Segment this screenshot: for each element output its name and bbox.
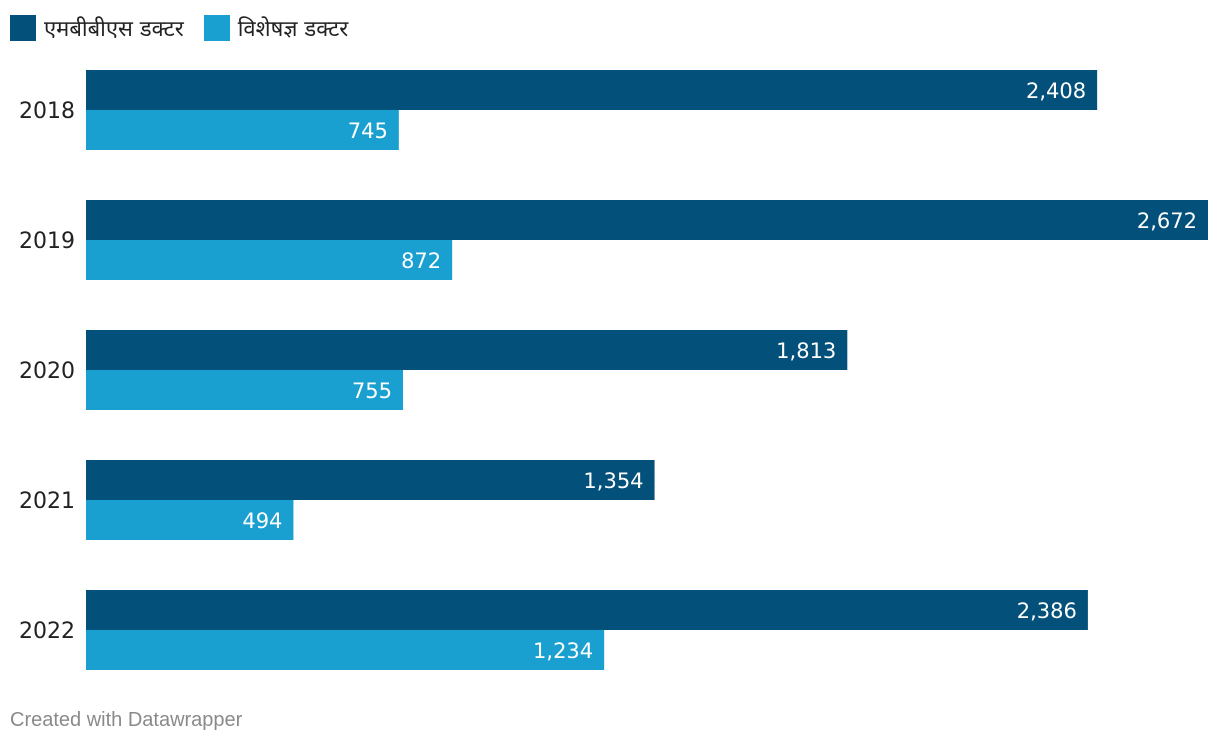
bar-mbbs-2018 xyxy=(86,70,1098,110)
legend-label-mbbs: एमबीबीएस डक्टर xyxy=(44,17,184,42)
legend-label-specialist: विशेषज्ञ डक्टर xyxy=(237,17,349,42)
category-label: 2020 xyxy=(19,359,75,384)
data-label: 755 xyxy=(352,379,392,403)
data-label: 2,386 xyxy=(1017,599,1077,623)
legend-item-mbbs: एमबीबीएस डक्टर xyxy=(10,13,184,43)
bar-specialist-2018 xyxy=(86,110,399,150)
bar-group-2019: 2019 2,672 872 xyxy=(19,200,1208,280)
bar-group-2021: 2021 1,354 494 xyxy=(19,460,655,540)
bar-mbbs-2019 xyxy=(86,200,1208,240)
data-label: 494 xyxy=(242,509,282,533)
category-label: 2018 xyxy=(19,99,75,124)
bar-specialist-2021 xyxy=(86,500,294,540)
bar-mbbs-2022 xyxy=(86,590,1088,630)
data-label: 1,813 xyxy=(776,339,836,363)
bar-mbbs-2021 xyxy=(86,460,655,500)
bar-group-2018: 2018 2,408 745 xyxy=(19,70,1098,150)
category-label: 2021 xyxy=(19,489,75,514)
category-label: 2019 xyxy=(19,229,75,254)
bar-specialist-2019 xyxy=(86,240,453,280)
bar-group-2020: 2020 1,813 755 xyxy=(19,330,848,410)
bar-mbbs-2020 xyxy=(86,330,848,370)
data-label: 872 xyxy=(401,249,441,273)
legend-swatch-mbbs xyxy=(10,15,36,41)
bar-specialist-2022 xyxy=(86,630,605,670)
bar-specialist-2020 xyxy=(86,370,404,410)
footer-credit: Created with Datawrapper xyxy=(10,709,243,731)
legend-swatch-specialist xyxy=(203,15,230,41)
data-label: 1,234 xyxy=(533,639,593,663)
data-label: 745 xyxy=(348,119,388,143)
bar-group-2022: 2022 2,386 1,234 xyxy=(19,590,1088,670)
legend: एमबीबीएस डक्टर विशेषज्ञ डक्टर xyxy=(10,12,348,44)
data-label: 1,354 xyxy=(583,469,643,493)
data-label: 2,672 xyxy=(1137,209,1197,233)
category-label: 2022 xyxy=(19,619,75,644)
legend-item-specialist: विशेषज्ञ डक्टर xyxy=(203,13,349,43)
data-label: 2,408 xyxy=(1026,79,1086,103)
